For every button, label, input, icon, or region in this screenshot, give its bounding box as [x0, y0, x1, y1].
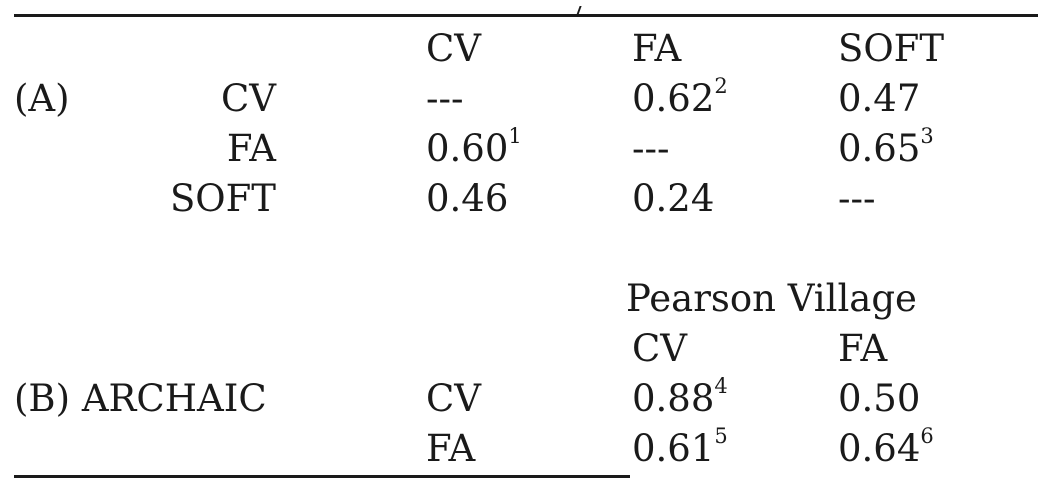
b-row-label-fa: FA — [426, 427, 476, 470]
b-row-label-cv: CV — [426, 377, 482, 420]
a-row-label-cv: CV — [220, 77, 276, 120]
a-cell-soft-fa: 0.24 — [632, 177, 715, 220]
b-cell-fa-cv: 0.615 — [632, 424, 728, 470]
b-col-header-fa: FA — [838, 327, 888, 370]
b-cell-fa-fa: 0.646 — [838, 424, 934, 470]
a-row-label-soft: SOFT — [169, 177, 276, 220]
section-b-label: (B) ARCHAIC — [14, 377, 267, 420]
section-a-label: (A) — [14, 77, 70, 120]
b-group-header: Pearson Village — [626, 277, 917, 320]
a-col-header-cv: CV — [426, 27, 482, 70]
a-col-header-soft: SOFT — [838, 27, 945, 70]
b-col-header-cv: CV — [632, 327, 688, 370]
a-cell-fa-cv: 0.601 — [426, 124, 522, 170]
a-cell-fa-fa: --- — [632, 127, 670, 170]
b-cell-cv-cv: 0.884 — [632, 374, 728, 420]
a-cell-cv-fa: 0.622 — [632, 74, 728, 120]
a-cell-fa-soft: 0.653 — [838, 124, 934, 170]
a-cell-soft-soft: --- — [838, 177, 876, 220]
table-bottom-rule — [14, 475, 630, 478]
table-top-rule — [14, 14, 1038, 17]
b-cell-cv-fa: 0.50 — [838, 377, 921, 420]
a-row-label-fa: FA — [226, 127, 276, 170]
a-cell-cv-soft: 0.47 — [838, 77, 921, 120]
a-cell-soft-cv: 0.46 — [426, 177, 509, 220]
a-cell-cv-cv: --- — [426, 77, 464, 120]
a-col-header-fa: FA — [632, 27, 682, 70]
